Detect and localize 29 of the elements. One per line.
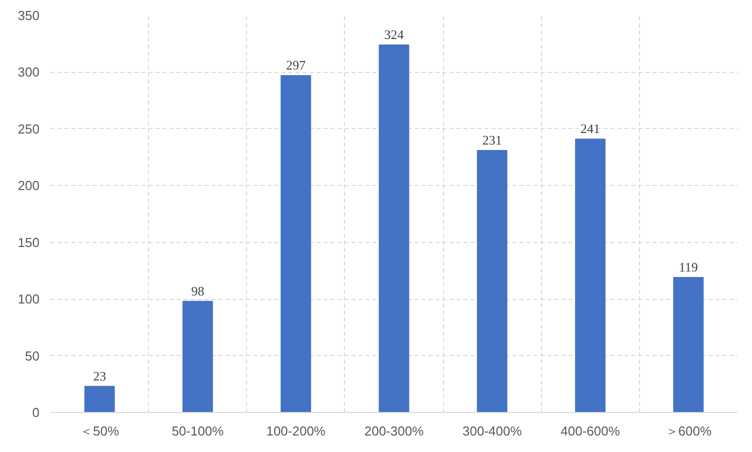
data-label: 23 bbox=[93, 368, 106, 384]
y-tick-label: 100 bbox=[18, 292, 40, 307]
data-label: 98 bbox=[191, 283, 204, 298]
bar bbox=[182, 300, 213, 412]
x-tick-label: 300-400% bbox=[462, 424, 522, 438]
y-tick-label: 50 bbox=[25, 348, 40, 364]
bar bbox=[84, 386, 115, 412]
bar bbox=[280, 75, 312, 412]
y-tick-label: 200 bbox=[18, 178, 40, 194]
data-label: 241 bbox=[580, 121, 600, 136]
data-label: 324 bbox=[384, 26, 404, 42]
data-label: 231 bbox=[482, 132, 502, 148]
bar bbox=[575, 138, 606, 412]
y-tick-label: 300 bbox=[18, 64, 40, 80]
data-label: 119 bbox=[678, 260, 698, 275]
data-label: 297 bbox=[286, 58, 306, 73]
y-tick-label: 250 bbox=[18, 121, 40, 136]
x-tick-label: ＞600% bbox=[665, 424, 712, 438]
x-tick-label: ＜50% bbox=[80, 424, 120, 438]
y-tick-label: 150 bbox=[18, 234, 40, 250]
bar bbox=[476, 150, 508, 412]
x-tick-label: 100-200% bbox=[266, 424, 326, 438]
y-tick-label: 350 bbox=[18, 8, 40, 23]
y-tick-label: 0 bbox=[32, 405, 40, 420]
x-tick-label: 50-100% bbox=[172, 424, 224, 438]
x-tick-label: 400-600% bbox=[560, 424, 620, 438]
bar bbox=[378, 44, 410, 412]
bar bbox=[673, 277, 704, 412]
x-tick-label: 200-300% bbox=[364, 424, 424, 438]
